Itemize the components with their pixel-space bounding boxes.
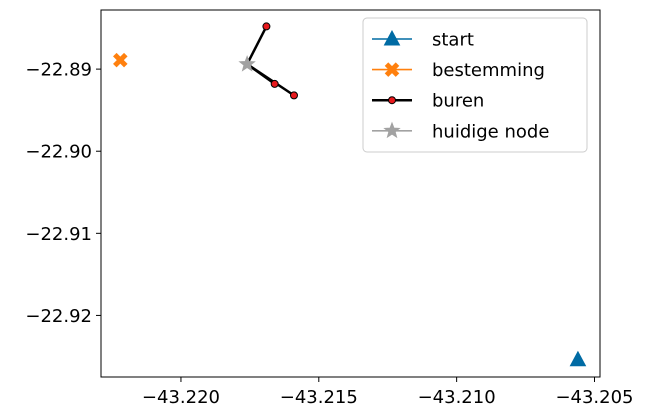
legend: start bestemming buren huidige node [362,17,588,153]
y-tick-label: −22.92 [25,306,92,327]
x-tick-label: −43.220 [142,387,220,408]
series-huidige-node [238,55,256,72]
huidige-node-point-1 [238,55,256,72]
axes-frame [100,9,601,378]
start-point-1 [569,350,587,367]
series-start [569,350,587,367]
legend-marker [388,96,396,105]
buren-point-2 [270,79,279,88]
x-tick-label: −43.215 [280,387,358,408]
buren-point-3 [289,91,298,100]
y-tick-label: −22.91 [25,224,92,245]
legend-item-huidige-node: huidige node [372,121,549,142]
series-bestemming [113,52,128,68]
y-axis: −22.89 −22.90 −22.91 −22.92 [25,60,101,327]
legend-label: huidige node [432,121,549,142]
x-tick-label: −43.210 [418,387,496,408]
x-tick-label: −43.205 [555,387,633,408]
y-tick-label: −22.90 [25,142,92,163]
legend-label: bestemming [432,60,545,81]
y-tick-label: −22.89 [25,60,92,81]
x-axis: −43.220 −43.215 −43.210 −43.205 [142,377,634,408]
legend-marker [384,62,400,77]
legend-box [362,17,588,153]
legend-item-start: start [372,30,474,51]
legend-item-bestemming: bestemming [372,60,545,81]
legend-item-buren: buren [372,91,484,112]
legend-marker [383,121,401,139]
legend-label: start [432,30,474,51]
plot-area [113,22,587,367]
legend-label: buren [432,91,484,112]
neighbor-edge-3 [246,63,295,97]
legend-marker [383,29,401,46]
bestemming-point-1 [113,52,128,68]
series-buren [246,22,298,100]
buren-point-1 [262,22,271,31]
neighbor-edge-1 [246,25,268,65]
